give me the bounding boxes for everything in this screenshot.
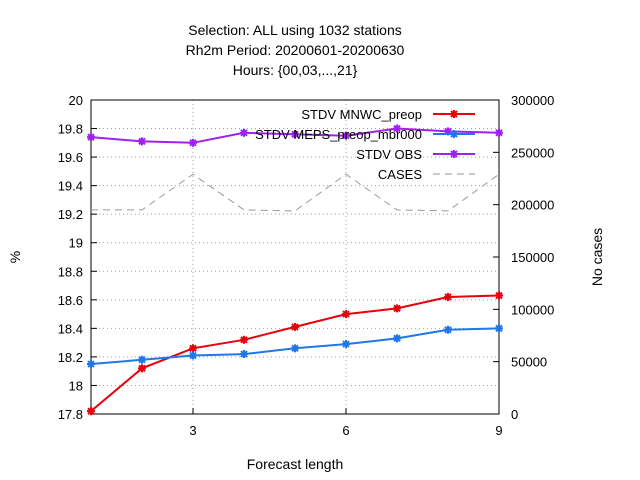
x-tick-label: 3 — [189, 423, 196, 438]
chart-title-line-1: Selection: ALL using 1032 stations — [188, 22, 402, 38]
data-point — [342, 340, 350, 349]
series-cases — [91, 173, 500, 212]
data-point — [444, 325, 452, 334]
data-point — [87, 407, 95, 416]
series-line — [90, 294, 500, 412]
legend-marker — [450, 110, 458, 118]
data-point — [291, 130, 299, 139]
x-axis-label: Forecast length — [247, 456, 344, 472]
y2-tick-label: 0 — [511, 407, 518, 422]
data-point — [444, 292, 452, 301]
data-point — [240, 128, 248, 137]
y-tick-label: 18.6 — [58, 293, 83, 308]
data-point — [189, 344, 197, 353]
data-point — [495, 128, 503, 137]
series-stdv-meps-preop-mbr000 — [87, 324, 503, 369]
y2-tick-label: 150000 — [511, 250, 554, 265]
grid — [91, 100, 499, 414]
data-point — [240, 335, 248, 344]
data-point — [87, 133, 95, 142]
y-tick-label: 17.8 — [58, 407, 83, 422]
data-point — [495, 324, 503, 333]
axes: 17.8 18 18.2 18.4 18.6 18.8 19 19.2 19.4 19.6 19.8… — [58, 93, 555, 438]
data-point — [138, 364, 146, 373]
y2-tick-label: 300000 — [511, 93, 554, 108]
y-tick-label: 18.4 — [58, 321, 83, 336]
legend-label: STDV MNWC_preop — [301, 107, 422, 122]
data-point — [138, 137, 146, 146]
series-layer — [87, 124, 503, 416]
plot-frame — [90, 99, 500, 415]
legend-entry: STDV OBS — [356, 147, 475, 162]
legend-marker — [450, 130, 458, 138]
y-tick-label: 18 — [69, 378, 83, 393]
data-point — [393, 124, 401, 133]
legend-entry: STDV MEPS_preop_mbr000 — [255, 127, 475, 142]
legend-marker — [450, 150, 458, 158]
x-tick-label: 9 — [495, 423, 502, 438]
y-tick-label: 18.8 — [58, 264, 83, 279]
data-point — [138, 355, 146, 364]
series-line — [91, 173, 500, 212]
legend-entry: STDV MNWC_preop — [301, 107, 475, 122]
series-stdv-mnwc-preop — [87, 291, 503, 416]
y-tick-label: 19.6 — [58, 150, 83, 165]
y-axis-label: % — [7, 251, 23, 263]
legend-label: STDV OBS — [356, 147, 422, 162]
chart-title-line-3: Hours: {00,03,...,21} — [233, 62, 358, 78]
chart-title-line-2: Rh2m Period: 20200601-20200630 — [186, 42, 405, 58]
legend-label: CASES — [378, 167, 422, 182]
y-tick-label: 19 — [69, 236, 83, 251]
data-point — [393, 334, 401, 343]
data-point — [189, 138, 197, 147]
y2-tick-label: 250000 — [511, 145, 554, 160]
y-tick-label: 19.4 — [58, 179, 83, 194]
legend-entry: CASES — [378, 167, 475, 182]
y2-axis-label: No cases — [589, 228, 605, 286]
y2-tick-label: 100000 — [511, 302, 554, 317]
legend-label: STDV MEPS_preop_mbr000 — [255, 127, 422, 142]
y-tick-label: 20 — [69, 93, 83, 108]
y2-tick-label: 50000 — [511, 355, 547, 370]
x-tick-label: 6 — [342, 423, 349, 438]
y-tick-label: 18.2 — [58, 350, 83, 365]
data-point — [189, 351, 197, 360]
data-point — [291, 344, 299, 353]
data-point — [495, 291, 503, 300]
data-point — [240, 350, 248, 359]
chart-title: Selection: ALL using 1032 stations Rh2m … — [186, 22, 405, 78]
data-point — [393, 304, 401, 313]
y-tick-label: 19.8 — [58, 122, 83, 137]
y2-tick-label: 200000 — [511, 198, 554, 213]
y-tick-label: 19.2 — [58, 207, 83, 222]
data-point — [87, 360, 95, 369]
legend: STDV MNWC_preop STDV MEPS_preop_mbr000 STD… — [255, 107, 475, 182]
data-point — [342, 310, 350, 319]
data-point — [291, 322, 299, 331]
data-point — [342, 131, 350, 140]
